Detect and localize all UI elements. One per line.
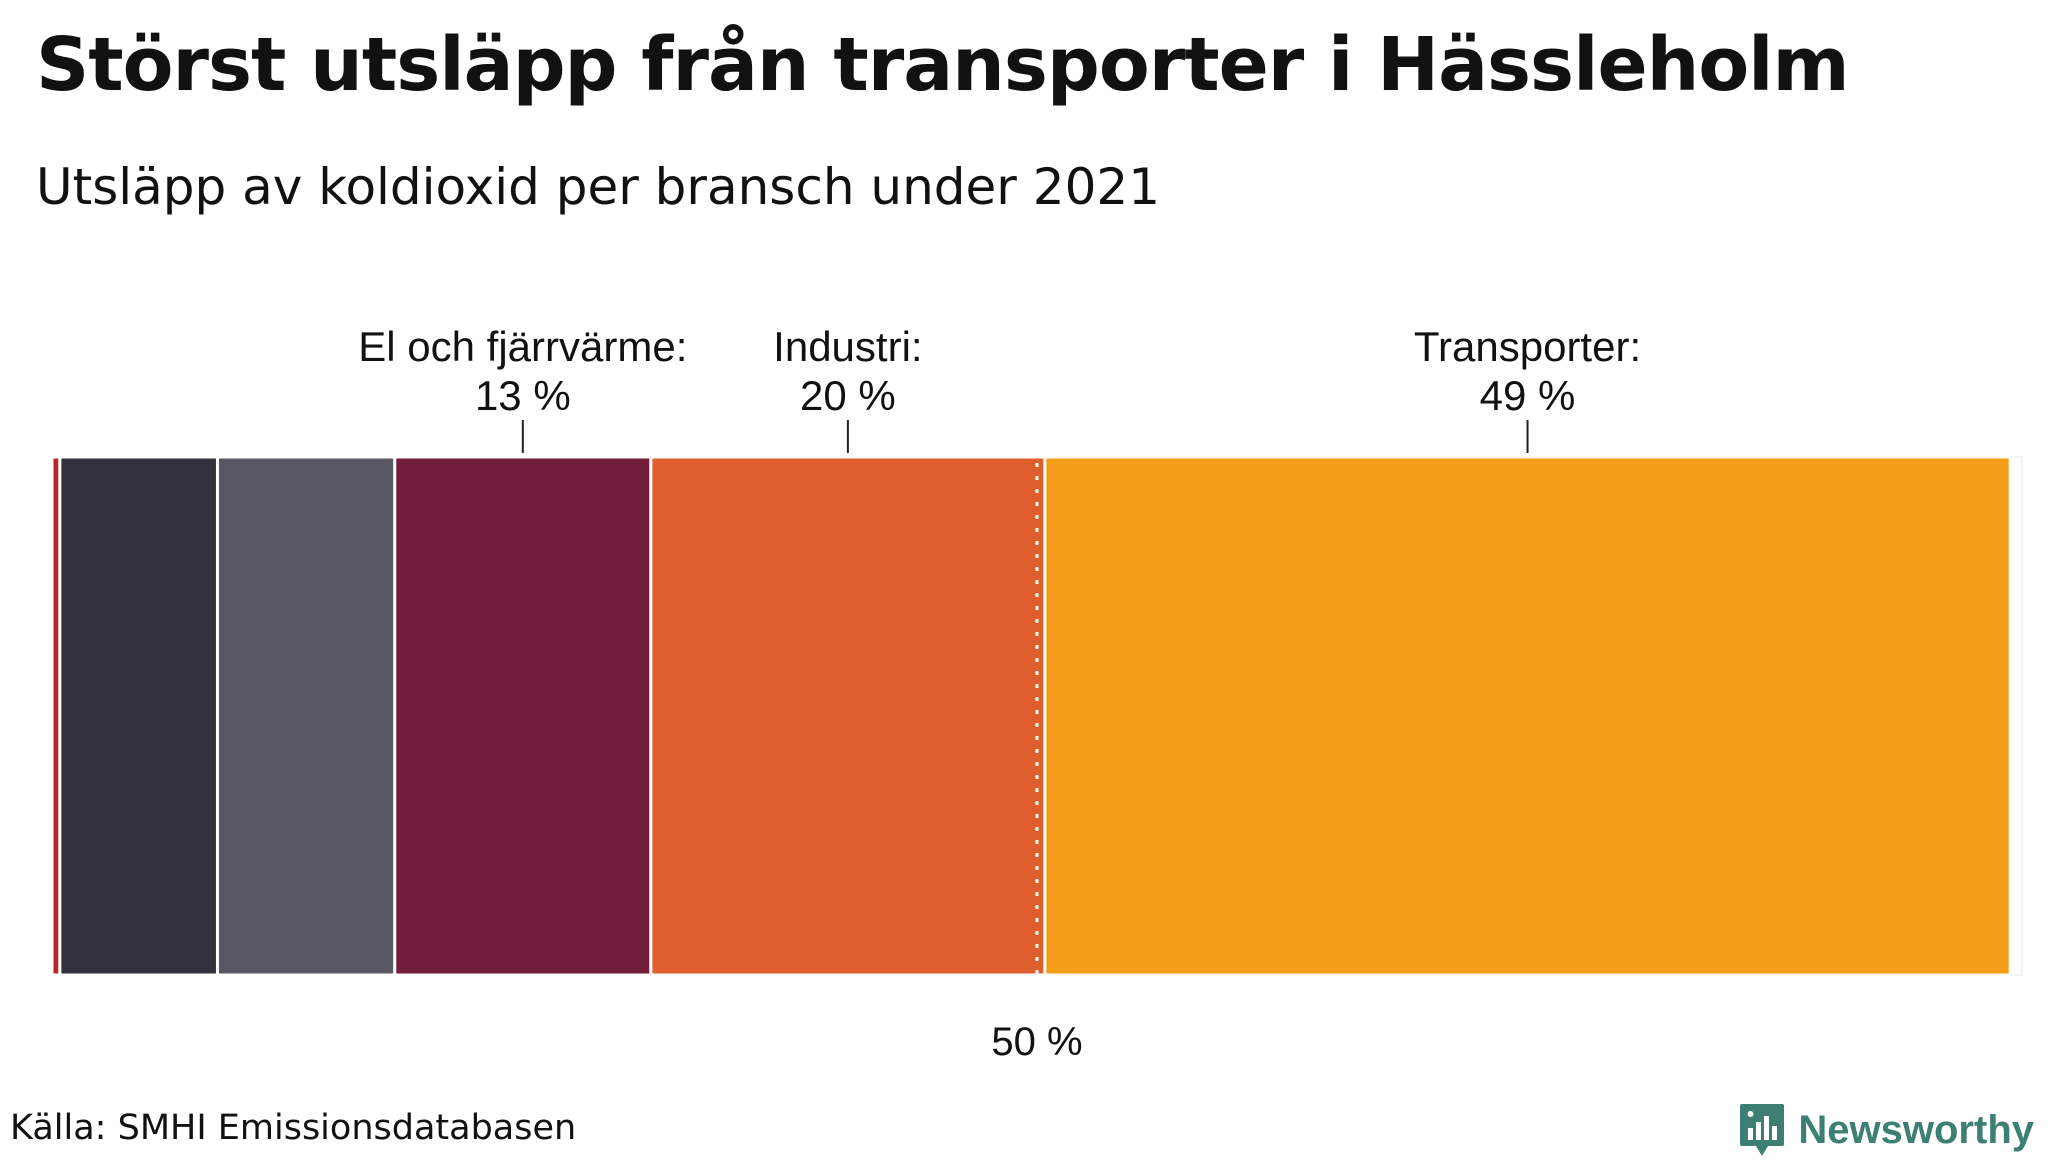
- brand-logo[interactable]: Newsworthy: [1738, 1100, 2034, 1160]
- segment-value-transporter: 49 %: [1480, 372, 1576, 419]
- chart-title: Störst utsläpp från transporter i Hässle…: [36, 22, 1850, 108]
- segment-label-transporter: Transporter:: [1414, 323, 1641, 370]
- segment-label-el-och-fjärrvärme: El och fjärrvärme:: [358, 323, 687, 370]
- source-note: Källa: SMHI Emissionsdatabasen: [10, 1108, 577, 1148]
- brand-name: Newsworthy: [1798, 1107, 2034, 1152]
- reference-line-group: 50 %: [991, 463, 1083, 1064]
- bar-segment-industri[interactable]: [649, 455, 1047, 977]
- bar-segment-el-och-fjärrvärme[interactable]: [393, 455, 653, 977]
- bar-segment-transporter[interactable]: [1043, 455, 2012, 977]
- bar-segment-segment-3[interactable]: [215, 455, 397, 977]
- chart-subtitle: Utsläpp av koldioxid per bransch under 2…: [36, 158, 1160, 216]
- bar-segment-segment-2[interactable]: [58, 455, 219, 977]
- segment-value-el-och-fjärrvärme: 13 %: [475, 372, 571, 419]
- bar-segments: [50, 455, 2023, 977]
- segment-labels: El och fjärrvärme:13 % Industri:20 % Trans…: [358, 323, 1641, 453]
- segment-value-industri: 20 %: [800, 372, 896, 419]
- newsworthy-logo-icon: [1740, 1104, 1785, 1156]
- reference-line-label: 50 %: [991, 1020, 1082, 1064]
- segment-label-industri: Industri:: [773, 323, 922, 370]
